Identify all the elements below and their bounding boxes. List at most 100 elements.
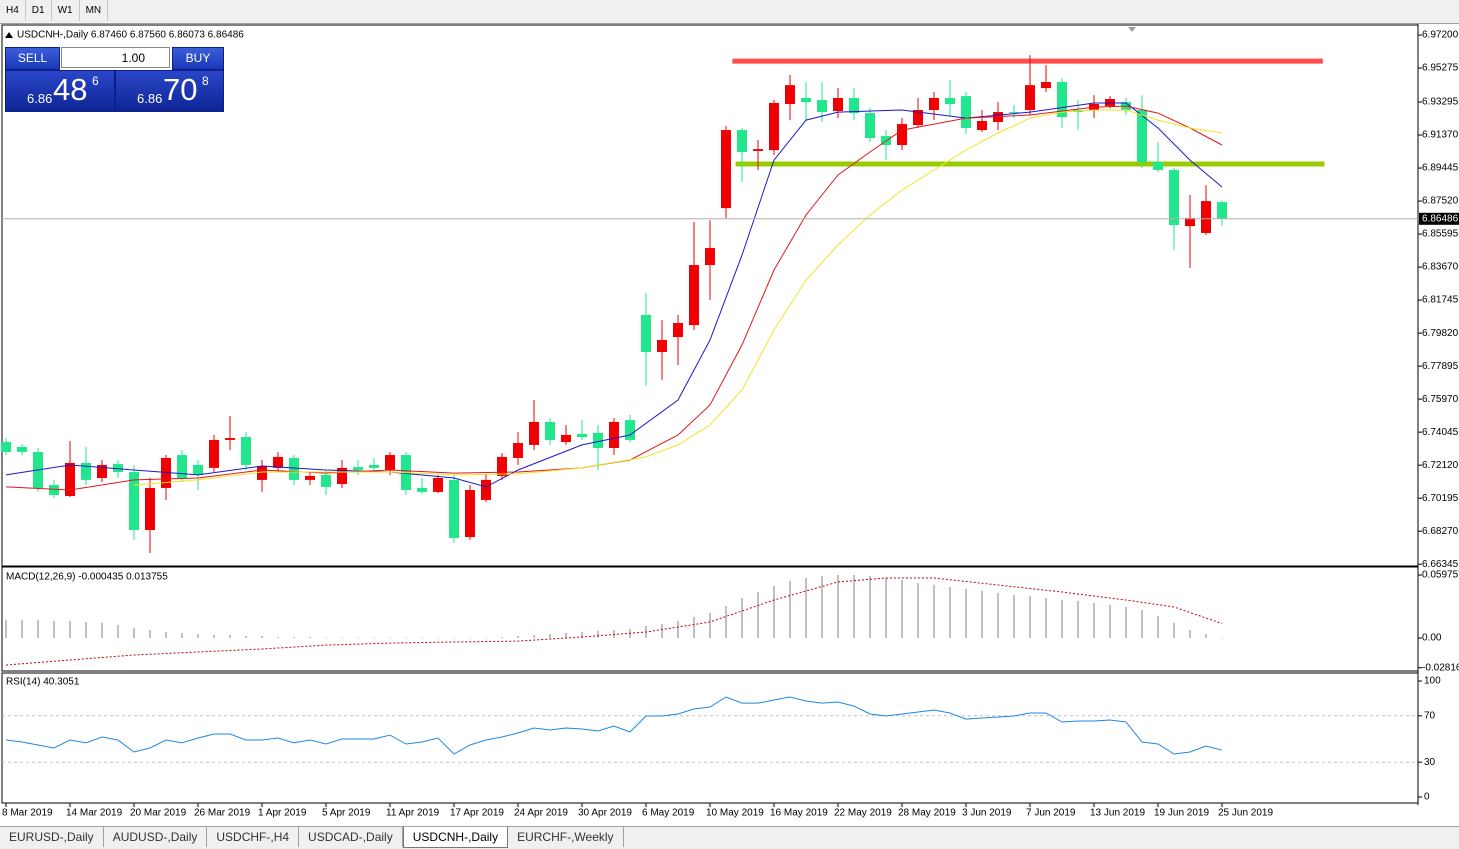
chart-tab[interactable]: USDCNH-,Daily xyxy=(402,827,509,848)
y-tick-label: 6.66345 xyxy=(1422,559,1459,570)
x-tick-label: 6 May 2019 xyxy=(642,808,695,819)
signal-line xyxy=(5,577,1223,666)
x-tick-label: 7 Jun 2019 xyxy=(1026,808,1076,819)
macd-bar xyxy=(181,632,183,639)
candle-body xyxy=(321,474,331,487)
macd-bar xyxy=(37,620,39,639)
price-prefix: 6.86 xyxy=(137,91,163,106)
y-tick-label: 6.93295 xyxy=(1422,97,1459,108)
x-tick-label: 10 May 2019 xyxy=(706,808,764,819)
macd-bar xyxy=(21,620,23,639)
candle-body xyxy=(97,464,107,479)
ask-price[interactable]: 6.86 70 8 xyxy=(115,70,224,112)
candle-body xyxy=(513,443,523,458)
macd-bar xyxy=(389,637,391,639)
macd-bar xyxy=(1189,630,1191,639)
price-fraction: 8 xyxy=(202,74,209,88)
macd-bar xyxy=(597,630,599,639)
chart-shift-marker xyxy=(1128,27,1136,32)
candle-body xyxy=(465,490,475,538)
rsi-line xyxy=(5,696,1223,755)
candle-body xyxy=(1057,82,1067,118)
macd-bar xyxy=(165,632,167,639)
candle-body xyxy=(1153,161,1163,171)
candle-body xyxy=(705,248,715,266)
x-tick-label: 13 Jun 2019 xyxy=(1090,808,1145,819)
y-tick-label: 0.00 xyxy=(1422,633,1442,644)
panel-title: MACD(12,26,9) -0.000435 0.013755 xyxy=(6,572,168,583)
timeframe-button[interactable]: D1 xyxy=(26,0,52,21)
candle-body xyxy=(561,434,571,443)
price-pips: 48 xyxy=(53,72,88,107)
y-tick-label: 6.89445 xyxy=(1422,163,1459,174)
bid-price[interactable]: 6.86 48 6 xyxy=(5,70,115,112)
candle-body xyxy=(193,464,203,475)
macd-bar xyxy=(789,580,791,639)
chart-tab[interactable]: EURUSD-,Daily xyxy=(0,827,104,847)
macd-bar xyxy=(149,630,151,639)
lot-input[interactable]: 1.00 xyxy=(61,47,170,68)
candle-body xyxy=(625,420,635,440)
macd-bar xyxy=(1125,606,1127,639)
candle-body xyxy=(1025,85,1035,111)
candle-body xyxy=(1217,202,1227,219)
candle-body xyxy=(353,467,363,470)
macd-bar xyxy=(213,634,215,639)
x-tick-label: 26 Mar 2019 xyxy=(194,808,251,819)
timeframe-button[interactable]: W1 xyxy=(52,0,80,21)
chart-tab[interactable]: USDCHF-,H4 xyxy=(207,827,300,847)
candle-body xyxy=(417,487,427,492)
candle-body xyxy=(977,120,987,131)
moving-average xyxy=(133,109,1223,486)
candle-body xyxy=(801,97,811,103)
macd-bar xyxy=(933,584,935,639)
price-prefix: 6.86 xyxy=(27,91,53,106)
candle-body xyxy=(273,456,283,468)
y-tick-label: 6.77895 xyxy=(1422,361,1459,372)
x-tick-label: 1 Apr 2019 xyxy=(258,808,307,819)
macd-bar xyxy=(437,637,439,639)
x-tick-label: 20 Mar 2019 xyxy=(130,808,187,819)
x-tick-label: 17 Apr 2019 xyxy=(450,808,504,819)
chart-tab[interactable]: AUDUSD-,Daily xyxy=(104,827,208,847)
candle-body xyxy=(753,149,763,151)
x-tick-label: 14 Mar 2019 xyxy=(66,808,123,819)
timeframe-button[interactable]: H4 xyxy=(0,0,26,21)
candle-body xyxy=(785,85,795,104)
macd-bar xyxy=(821,575,823,639)
y-tick-label: 6.72120 xyxy=(1422,460,1459,471)
macd-bar xyxy=(101,622,103,639)
macd-bar xyxy=(341,637,343,639)
x-tick-label: 22 May 2019 xyxy=(834,808,892,819)
macd-bar xyxy=(357,637,359,639)
sell-button[interactable]: SELL xyxy=(5,47,60,70)
macd-bar xyxy=(981,590,983,639)
buy-button[interactable]: BUY xyxy=(172,47,224,70)
macd-bar xyxy=(485,637,487,639)
macd-bar xyxy=(533,634,535,639)
candle-body xyxy=(529,421,539,445)
y-tick-label: 0.059757 xyxy=(1422,570,1459,581)
timeframe-button[interactable]: MN xyxy=(80,0,109,21)
one-click-trade: SELL 1.00 BUY 6.86 48 6 6.86 70 8 xyxy=(5,47,224,112)
candle-body xyxy=(769,102,779,151)
candle-body xyxy=(337,467,347,485)
x-tick-label: 25 Jun 2019 xyxy=(1218,808,1273,819)
macd-bar xyxy=(837,575,839,639)
macd-bar xyxy=(1205,634,1207,639)
x-tick-label: 3 Jun 2019 xyxy=(962,808,1012,819)
candle-body xyxy=(657,339,667,352)
chart-tab[interactable]: EURCHF-,Weekly xyxy=(508,827,624,847)
y-tick-label: 6.79820 xyxy=(1422,328,1459,339)
y-tick-label: 6.68270 xyxy=(1422,526,1459,537)
macd-bar xyxy=(773,585,775,639)
macd-bar xyxy=(1109,604,1111,639)
macd-bar xyxy=(581,632,583,639)
macd-bar xyxy=(421,637,423,639)
macd-bar xyxy=(1061,599,1063,639)
macd-bar xyxy=(1029,595,1031,639)
chart-tab[interactable]: USDCAD-,Daily xyxy=(299,827,403,847)
macd-bar xyxy=(1157,615,1159,639)
